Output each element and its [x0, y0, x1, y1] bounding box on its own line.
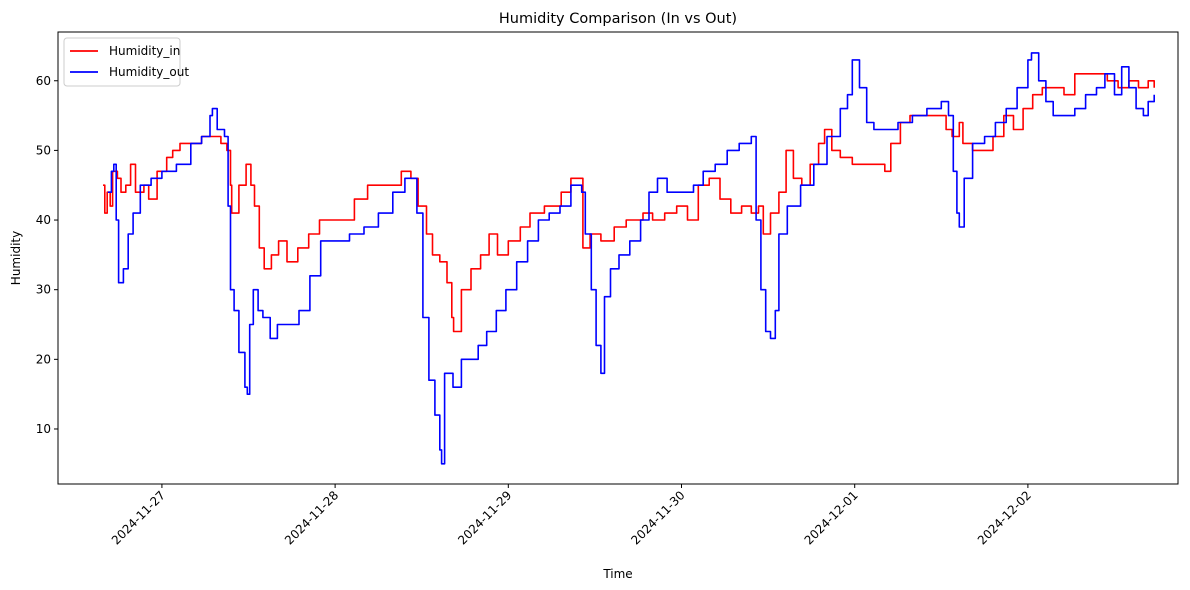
y-tick-label: 30 — [36, 283, 51, 297]
x-tick-label: 2024-12-01 — [802, 488, 861, 547]
plot-frame — [57, 31, 1179, 485]
y-tick-label: 40 — [36, 213, 51, 227]
legend-label-humidity-in: Humidity_in — [109, 44, 180, 58]
y-axis-title: Humidity — [9, 231, 23, 285]
x-tick-label: 2024-11-29 — [455, 488, 514, 547]
legend-box — [63, 37, 181, 87]
x-tick-label: 2024-11-27 — [109, 488, 168, 547]
y-tick-label: 60 — [36, 74, 51, 88]
x-tick-label: 2024-12-02 — [975, 488, 1034, 547]
y-tick-label: 10 — [36, 422, 51, 436]
chart-title: Humidity Comparison (In vs Out) — [499, 11, 737, 27]
plot-area — [103, 52, 1155, 465]
x-tick-label: 2024-11-30 — [628, 488, 687, 547]
legend-label-humidity-out: Humidity_out — [109, 65, 189, 79]
x-axis-title: Time — [602, 567, 632, 581]
series-line-humidity-out — [107, 52, 1155, 465]
y-tick-label: 20 — [36, 352, 51, 366]
x-axis: 2024-11-27 2024-11-28 2024-11-29 2024-11-30… — [109, 484, 1034, 547]
series-line-humidity-in — [103, 73, 1155, 333]
y-axis: 10 20 30 40 50 60 — [36, 74, 58, 436]
legend: Humidity_in Humidity_out — [63, 37, 189, 87]
x-tick-label: 2024-11-28 — [282, 488, 341, 547]
y-tick-label: 50 — [36, 143, 51, 157]
